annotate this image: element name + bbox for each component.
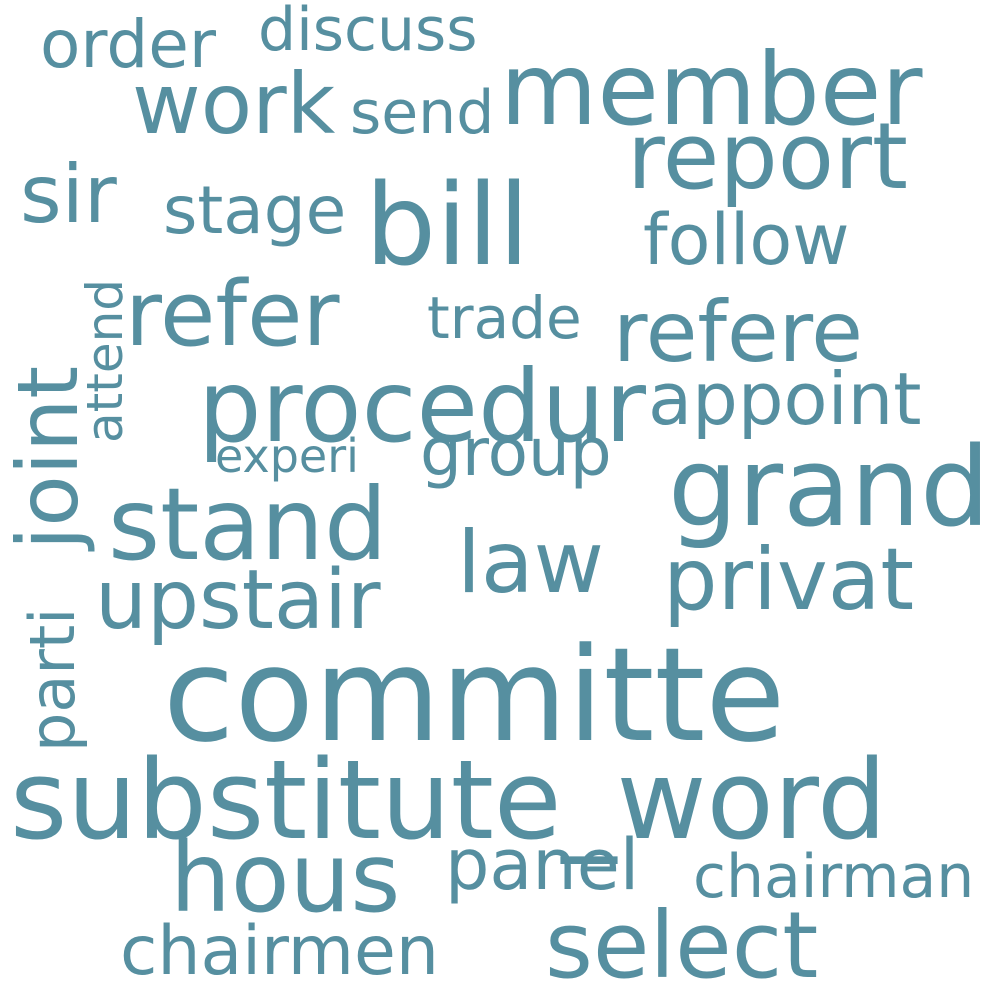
word-order: order	[40, 6, 216, 83]
word-attend: attend	[76, 278, 134, 443]
word-refere: refere	[613, 283, 863, 381]
word-select: select	[545, 892, 819, 999]
word-procedur: procedur	[198, 348, 647, 465]
word-appoint: appoint	[648, 357, 922, 441]
word-discuss: discuss	[258, 0, 478, 65]
word-send: send	[350, 78, 495, 148]
word-stand: stand	[108, 466, 388, 583]
word-hous: hous	[170, 822, 401, 934]
word-bill: bill	[365, 161, 530, 291]
word-parti: parti	[16, 607, 89, 752]
word-report: report	[627, 103, 908, 210]
word-work: work	[132, 55, 336, 153]
word-trade: trade	[427, 284, 582, 352]
word-committe: committe	[163, 619, 786, 771]
word-group: group	[420, 414, 612, 491]
word-chairman: chairman	[693, 842, 975, 912]
word-panel: panel	[445, 824, 640, 906]
word-stage: stage	[163, 172, 347, 249]
word-experi: experi	[215, 429, 359, 483]
word-substitute-word: substitute_word	[10, 736, 887, 864]
word-law: law	[457, 513, 604, 613]
word-privat: privat	[663, 530, 915, 630]
word-grand: grand	[668, 423, 990, 551]
word-member: member	[500, 31, 923, 148]
word-upstair: upstair	[95, 553, 381, 648]
word-chairmen: chairmen	[120, 912, 439, 991]
word-follow: follow	[643, 199, 850, 281]
word-refer: refer	[125, 262, 340, 367]
word-sir: sir	[20, 148, 117, 241]
